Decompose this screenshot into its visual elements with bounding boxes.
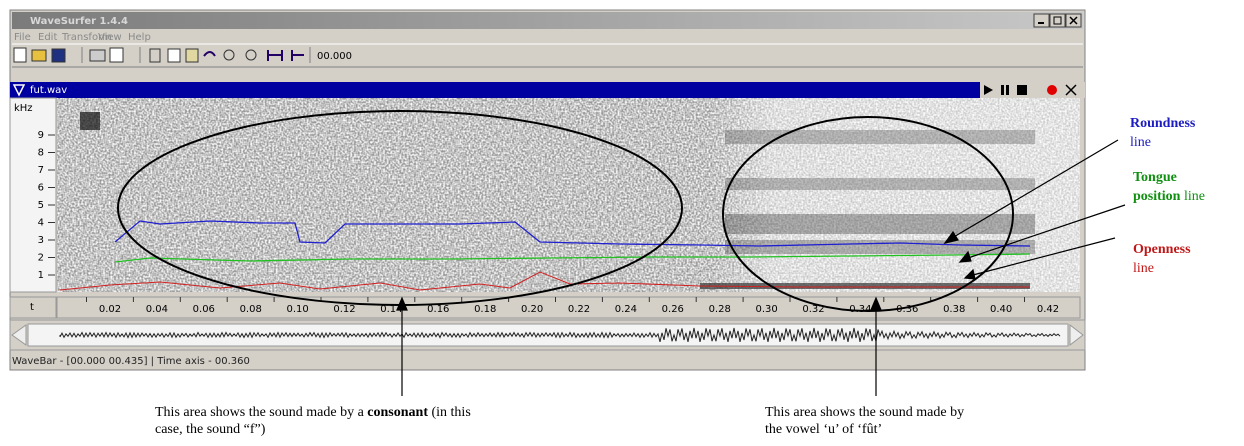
x-tick-label: 0.02 (99, 304, 121, 315)
x-tick-label: 0.30 (755, 304, 777, 315)
y-tick-label: 1 (38, 270, 44, 281)
x-tick-label: 0.10 (286, 304, 308, 315)
x-unit: t (30, 302, 34, 313)
y-tick-label: 9 (38, 130, 44, 141)
menu-item[interactable]: Help (128, 32, 151, 43)
print-icon[interactable] (90, 50, 105, 61)
x-tick-label: 0.40 (990, 304, 1012, 315)
x-tick-label: 0.16 (427, 304, 449, 315)
tongue-label: Tongue (1133, 170, 1177, 185)
copy-icon[interactable] (168, 49, 180, 62)
y-unit: kHz (14, 103, 33, 114)
x-tick-label: 0.38 (943, 304, 965, 315)
x-tick-label: 0.24 (615, 304, 637, 315)
x-tick-label: 0.08 (240, 304, 262, 315)
y-tick-label: 8 (38, 148, 44, 159)
save-icon[interactable] (52, 49, 65, 62)
y-tick-label: 5 (38, 200, 44, 211)
caption-bold: consonant (367, 405, 428, 420)
y-tick-label: 7 (38, 165, 44, 176)
playback-controls (980, 82, 1085, 98)
minimize-button[interactable] (1034, 14, 1049, 27)
x-tick-label: 0.22 (568, 304, 590, 315)
open-icon[interactable] (32, 50, 46, 61)
y-axis-panel (10, 98, 56, 292)
x-tick-label: 0.26 (662, 304, 684, 315)
y-tick-label: 3 (38, 235, 44, 246)
status-bar: WaveBar - [00.000 00.435] | Time axis - … (12, 356, 250, 367)
openness-line-label: line (1133, 261, 1154, 276)
x-tick-label: 0.42 (1037, 304, 1059, 315)
menu-item[interactable]: Edit (38, 32, 57, 43)
x-tick-label: 0.20 (521, 304, 543, 315)
title-bar (12, 12, 1083, 29)
tongue-rest: line (1180, 189, 1205, 204)
toolbar-time: 00.000 (317, 51, 352, 62)
pause-button[interactable] (1001, 85, 1004, 95)
maximize-button[interactable] (1050, 14, 1065, 27)
window-controls[interactable] (1034, 14, 1081, 27)
tongue-label-2: position (1133, 189, 1181, 204)
spectrogram-noise (57, 98, 1080, 292)
properties-icon[interactable] (110, 48, 123, 62)
window-title: WaveSurfer 1.4.4 (30, 16, 128, 27)
record-button[interactable] (1047, 85, 1057, 95)
y-tick-label: 4 (38, 218, 44, 229)
roundness-label: Roundness (1130, 116, 1196, 131)
caption-text: This area shows the sound made by a (155, 405, 367, 420)
new-icon[interactable] (14, 48, 26, 62)
caption-text: (in this (428, 405, 471, 420)
consonant-caption: This area shows the sound made by a cons… (155, 405, 471, 420)
pane-header (10, 82, 1085, 98)
y-tick-label: 2 (38, 253, 44, 264)
vowel-caption: This area shows the sound made by (765, 405, 964, 420)
x-tick-label: 0.28 (709, 304, 731, 315)
file-name: fut.wav (30, 85, 67, 96)
menu-item[interactable]: File (14, 32, 31, 43)
x-tick-label: 0.18 (474, 304, 496, 315)
menu-item[interactable]: View (98, 32, 122, 43)
x-tick-label: 0.12 (333, 304, 355, 315)
y-tick-label: 6 (38, 183, 44, 194)
vowel-caption-2: the vowel ‘u’ of ‘fût’ (765, 422, 882, 437)
consonant-caption-2: case, the sound “f”) (155, 422, 266, 437)
stop-button[interactable] (1017, 85, 1027, 95)
openness-label: Openness (1133, 242, 1191, 257)
wave-bar-track[interactable] (28, 324, 1068, 346)
x-tick-label: 0.04 (146, 304, 168, 315)
paste-icon[interactable] (186, 49, 198, 62)
roundness-line-label: line (1130, 135, 1151, 150)
x-tick-label: 0.06 (193, 304, 215, 315)
page: WaveSurfer 1.4.4 FileEditTransformViewHe… (0, 0, 1244, 446)
tongue-line-label: position line (1133, 189, 1205, 204)
